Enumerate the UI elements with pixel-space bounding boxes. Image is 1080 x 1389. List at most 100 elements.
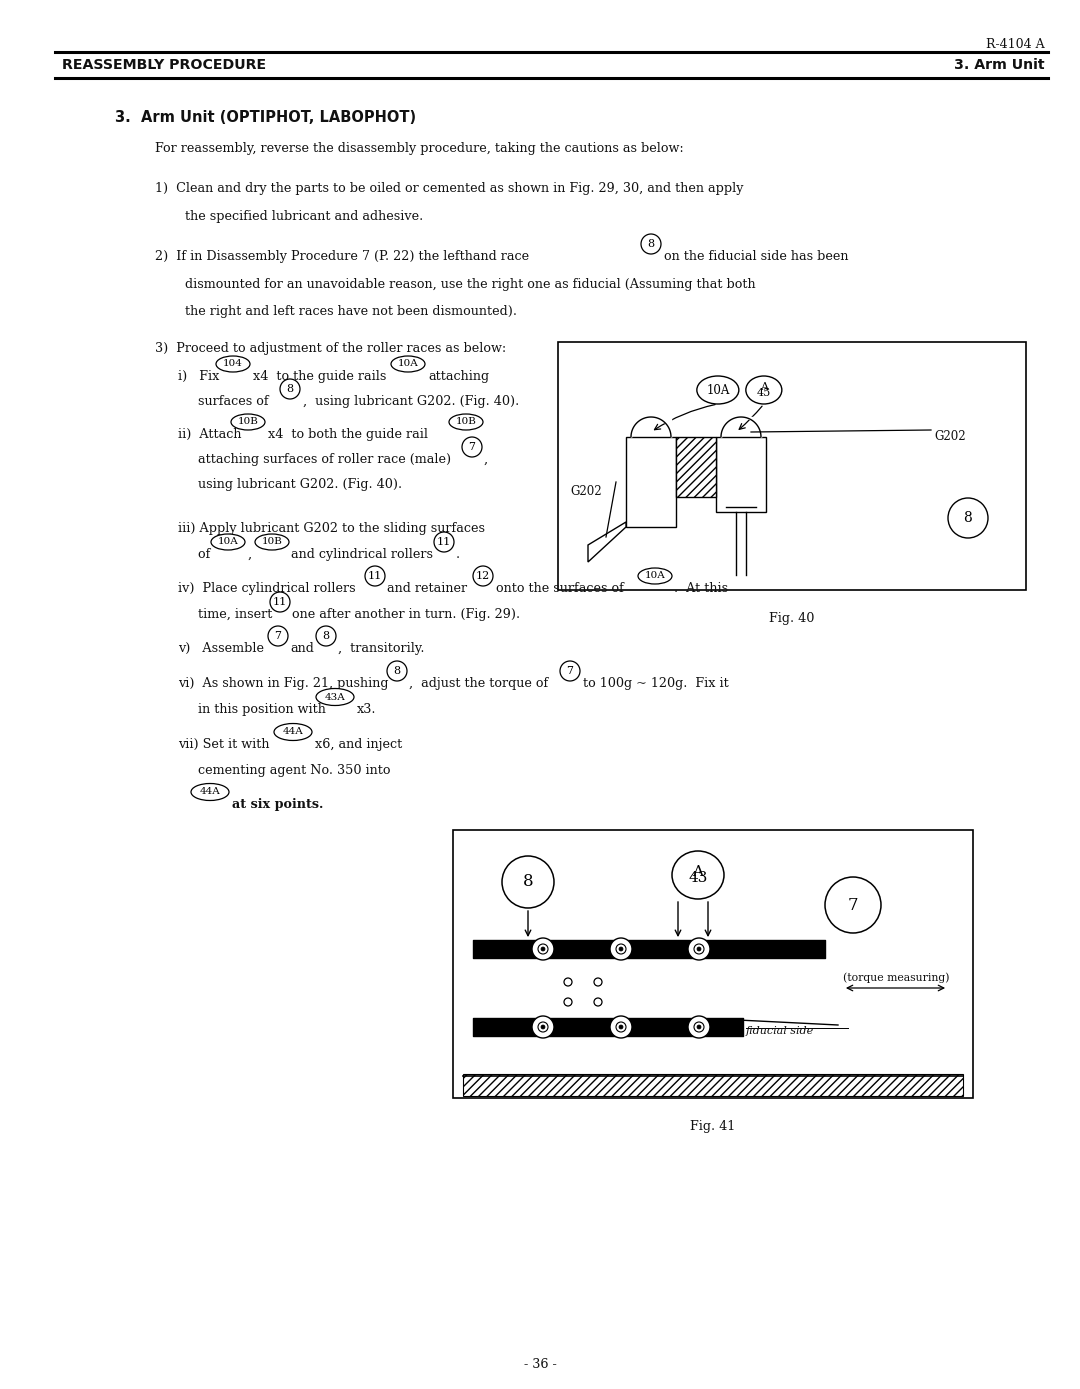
Text: REASSEMBLY PROCEDURE: REASSEMBLY PROCEDURE xyxy=(62,58,266,72)
Text: .  At this: . At this xyxy=(674,582,728,594)
Text: dismounted for an unavoidable reason, use the right one as fiducial (Assuming th: dismounted for an unavoidable reason, us… xyxy=(185,278,756,292)
Text: in this position with: in this position with xyxy=(178,703,326,715)
Text: of: of xyxy=(178,549,211,561)
Text: vii) Set it with: vii) Set it with xyxy=(178,738,270,751)
Text: vi)  As shown in Fig. 21, pushing: vi) As shown in Fig. 21, pushing xyxy=(178,676,389,690)
Bar xyxy=(626,438,676,526)
Text: (torque measuring): (torque measuring) xyxy=(843,972,949,982)
Circle shape xyxy=(610,1015,632,1038)
Text: 10B: 10B xyxy=(238,418,258,426)
Text: to 100g ~ 120g.  Fix it: to 100g ~ 120g. Fix it xyxy=(583,676,729,690)
Text: attaching surfaces of roller race (male): attaching surfaces of roller race (male) xyxy=(178,453,451,465)
Text: x6, and inject: x6, and inject xyxy=(315,738,402,751)
Text: Fig. 40: Fig. 40 xyxy=(769,613,814,625)
Text: 11: 11 xyxy=(437,538,451,547)
Bar xyxy=(558,342,1026,590)
Text: at six points.: at six points. xyxy=(232,799,323,811)
Text: 12: 12 xyxy=(476,571,490,581)
Text: x4  to both the guide rail: x4 to both the guide rail xyxy=(268,428,428,440)
Circle shape xyxy=(473,565,492,586)
Circle shape xyxy=(642,233,661,254)
Text: 11: 11 xyxy=(368,571,382,581)
Text: one after another in turn. (Fig. 29).: one after another in turn. (Fig. 29). xyxy=(292,608,521,621)
Text: 7: 7 xyxy=(469,442,475,451)
Text: ,  using lubricant G202. (Fig. 40).: , using lubricant G202. (Fig. 40). xyxy=(303,394,519,408)
Circle shape xyxy=(532,1015,554,1038)
Text: A: A xyxy=(760,382,768,393)
Circle shape xyxy=(387,661,407,681)
Text: attaching: attaching xyxy=(428,369,489,383)
Text: v)   Assemble: v) Assemble xyxy=(178,642,264,656)
Text: R-4104 A: R-4104 A xyxy=(986,38,1045,51)
Bar xyxy=(463,1074,963,1096)
Text: 10A: 10A xyxy=(397,360,418,368)
Ellipse shape xyxy=(697,376,739,404)
Ellipse shape xyxy=(391,356,426,372)
Text: surfaces of: surfaces of xyxy=(178,394,269,408)
Text: 3.  Arm Unit (OPTIPHOT, LABOPHOT): 3. Arm Unit (OPTIPHOT, LABOPHOT) xyxy=(114,110,416,125)
Text: 7: 7 xyxy=(567,665,573,676)
Circle shape xyxy=(541,947,545,951)
Circle shape xyxy=(688,1015,710,1038)
Text: on the fiducial side has been: on the fiducial side has been xyxy=(664,250,849,263)
Ellipse shape xyxy=(191,783,229,800)
Text: 10B: 10B xyxy=(456,418,476,426)
Text: 3)  Proceed to adjustment of the roller races as below:: 3) Proceed to adjustment of the roller r… xyxy=(156,342,507,356)
Text: time, insert: time, insert xyxy=(178,608,272,621)
Circle shape xyxy=(688,938,710,960)
Text: 8: 8 xyxy=(323,631,329,640)
Text: ,  transitorily.: , transitorily. xyxy=(338,642,424,656)
Text: 8: 8 xyxy=(286,383,294,394)
Circle shape xyxy=(365,565,384,586)
Text: onto the surfaces of: onto the surfaces of xyxy=(496,582,624,594)
Circle shape xyxy=(825,876,881,933)
Circle shape xyxy=(948,499,988,538)
Ellipse shape xyxy=(746,376,782,404)
Ellipse shape xyxy=(255,533,289,550)
Circle shape xyxy=(532,938,554,960)
Text: 43: 43 xyxy=(688,871,707,885)
Circle shape xyxy=(619,947,623,951)
Text: 10A: 10A xyxy=(706,383,729,396)
Text: 7: 7 xyxy=(274,631,282,640)
Bar xyxy=(676,438,716,497)
Text: - 36 -: - 36 - xyxy=(524,1358,556,1371)
Text: G202: G202 xyxy=(934,431,966,443)
Text: 8: 8 xyxy=(963,511,972,525)
Text: 8: 8 xyxy=(523,874,534,890)
Text: and retainer: and retainer xyxy=(387,582,468,594)
Circle shape xyxy=(268,626,288,646)
Text: 44A: 44A xyxy=(283,728,303,736)
Circle shape xyxy=(502,856,554,908)
Circle shape xyxy=(462,438,482,457)
Circle shape xyxy=(541,1025,545,1029)
Circle shape xyxy=(434,532,454,551)
Circle shape xyxy=(270,592,291,613)
Circle shape xyxy=(610,938,632,960)
Ellipse shape xyxy=(231,414,265,431)
Circle shape xyxy=(697,1025,701,1029)
Text: iii) Apply lubricant G202 to the sliding surfaces: iii) Apply lubricant G202 to the sliding… xyxy=(178,522,485,535)
Text: .: . xyxy=(456,549,460,561)
Text: x3.: x3. xyxy=(357,703,377,715)
Text: 45: 45 xyxy=(757,388,771,397)
Polygon shape xyxy=(588,522,626,563)
Text: x4  to the guide rails: x4 to the guide rails xyxy=(253,369,387,383)
Text: the right and left races have not been dismounted).: the right and left races have not been d… xyxy=(185,306,517,318)
Text: cementing agent No. 350 into: cementing agent No. 350 into xyxy=(178,764,391,776)
Text: fiducial side: fiducial side xyxy=(746,1026,814,1036)
Text: ,: , xyxy=(484,453,488,465)
Text: 8: 8 xyxy=(393,665,401,676)
Ellipse shape xyxy=(638,568,672,583)
Text: 104: 104 xyxy=(224,360,243,368)
Ellipse shape xyxy=(316,689,354,706)
Text: 11: 11 xyxy=(273,597,287,607)
Circle shape xyxy=(561,661,580,681)
Ellipse shape xyxy=(211,533,245,550)
Text: the specified lubricant and adhesive.: the specified lubricant and adhesive. xyxy=(185,210,423,224)
Text: and: and xyxy=(291,642,314,656)
Ellipse shape xyxy=(274,724,312,740)
Text: iv)  Place cylindrical rollers: iv) Place cylindrical rollers xyxy=(178,582,355,594)
Text: ii)  Attach: ii) Attach xyxy=(178,428,242,440)
Text: 1)  Clean and dry the parts to be oiled or cemented as shown in Fig. 29, 30, and: 1) Clean and dry the parts to be oiled o… xyxy=(156,182,743,194)
